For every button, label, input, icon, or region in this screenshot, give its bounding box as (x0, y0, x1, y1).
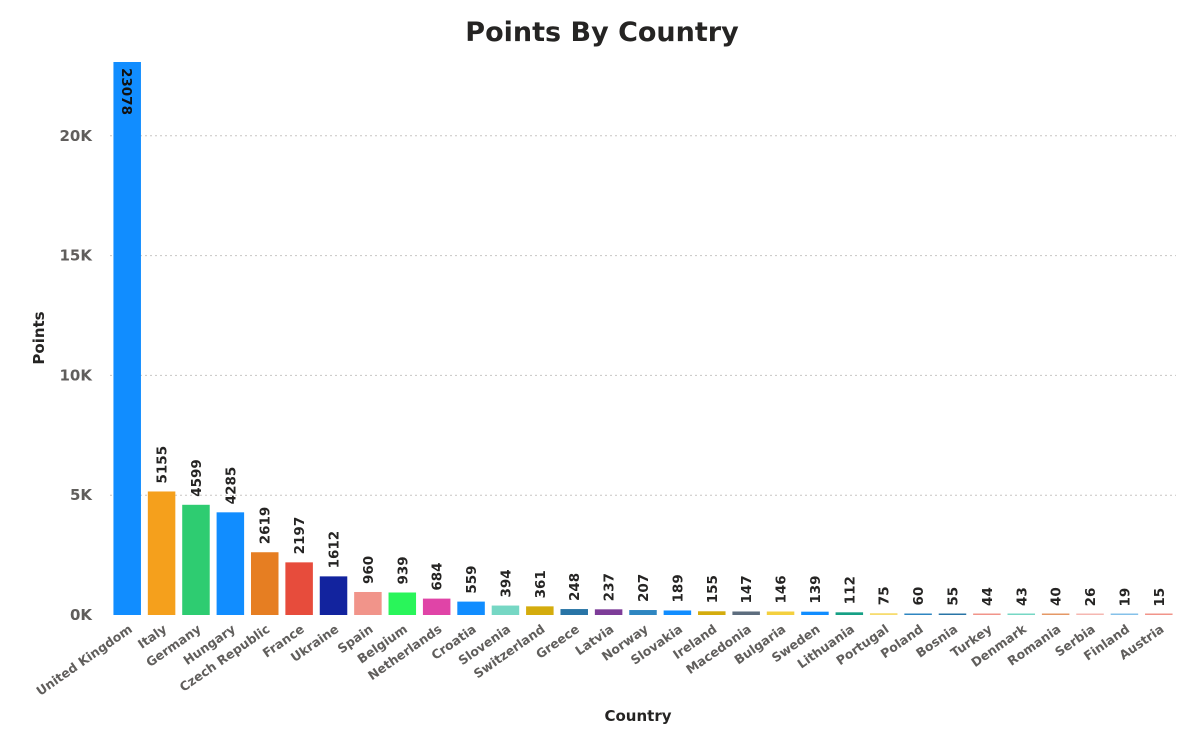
bar (113, 62, 141, 615)
bar (594, 609, 623, 615)
data-label: 361 (533, 570, 549, 598)
bar (422, 598, 451, 615)
data-label: 40 (1049, 587, 1065, 606)
bar (801, 611, 829, 615)
bar (766, 611, 795, 615)
bar (732, 611, 760, 615)
data-label: 960 (361, 556, 377, 584)
data-label: 4599 (189, 459, 205, 497)
bar (1007, 613, 1036, 615)
data-label: 248 (567, 573, 583, 601)
bar (835, 612, 864, 615)
data-label: 44 (980, 587, 996, 606)
bar (698, 611, 726, 615)
bar (526, 606, 554, 615)
y-tick-label: 10K (60, 366, 94, 384)
bar (216, 512, 245, 615)
bars (113, 62, 1173, 615)
data-label: 19 (1117, 588, 1133, 607)
bar (285, 562, 313, 615)
chart-title: Points By Country (465, 17, 739, 48)
data-label: 155 (705, 575, 721, 603)
bar (904, 613, 932, 615)
data-label: 237 (602, 573, 618, 601)
y-tick-label: 20K (60, 127, 94, 145)
bar (560, 609, 588, 615)
bar (457, 601, 485, 615)
data-label: 75 (877, 586, 893, 605)
bar (250, 552, 279, 615)
bar (1110, 613, 1139, 615)
data-label: 147 (739, 575, 755, 603)
data-label: 146 (774, 575, 790, 603)
data-label: 684 (430, 562, 446, 590)
data-label: 394 (498, 569, 514, 597)
data-label: 207 (636, 574, 652, 602)
bar (1145, 613, 1173, 615)
bar (1076, 613, 1104, 615)
bar (938, 613, 967, 615)
y-tick-label: 0K (70, 606, 93, 624)
data-label: 5155 (155, 446, 171, 484)
bar (973, 613, 1001, 615)
data-label: 26 (1083, 588, 1099, 607)
data-label: 139 (808, 575, 824, 603)
y-tick-label: 15K (60, 247, 94, 265)
data-label: 189 (670, 574, 686, 602)
data-label: 55 (945, 587, 961, 606)
bar (147, 491, 176, 615)
data-label: 60 (911, 587, 927, 606)
bar (629, 610, 657, 615)
bar (182, 504, 210, 615)
data-label: 2197 (292, 517, 308, 555)
y-axis-title: Points (30, 311, 48, 364)
bar (663, 610, 692, 615)
bar (388, 592, 417, 615)
x-axis-title: Country (604, 707, 671, 725)
data-label: 559 (464, 565, 480, 593)
data-label: 939 (395, 556, 411, 584)
data-label: 43 (1014, 587, 1030, 606)
bar (1041, 613, 1070, 615)
y-axis: 0K 5K 10K 15K 20K (60, 127, 94, 624)
data-label: 23078 (118, 68, 134, 115)
bar (354, 591, 382, 615)
data-label: 1612 (327, 531, 343, 569)
data-label: 112 (842, 576, 858, 604)
bar (319, 576, 348, 615)
y-tick-label: 5K (70, 486, 93, 504)
data-label: 2619 (258, 507, 274, 545)
bar (491, 605, 520, 615)
gridlines (110, 135, 1176, 496)
data-label: 15 (1152, 588, 1168, 607)
bar (869, 613, 898, 615)
x-tick-label: United Kingdom (33, 621, 135, 698)
data-label: 4285 (223, 467, 239, 505)
